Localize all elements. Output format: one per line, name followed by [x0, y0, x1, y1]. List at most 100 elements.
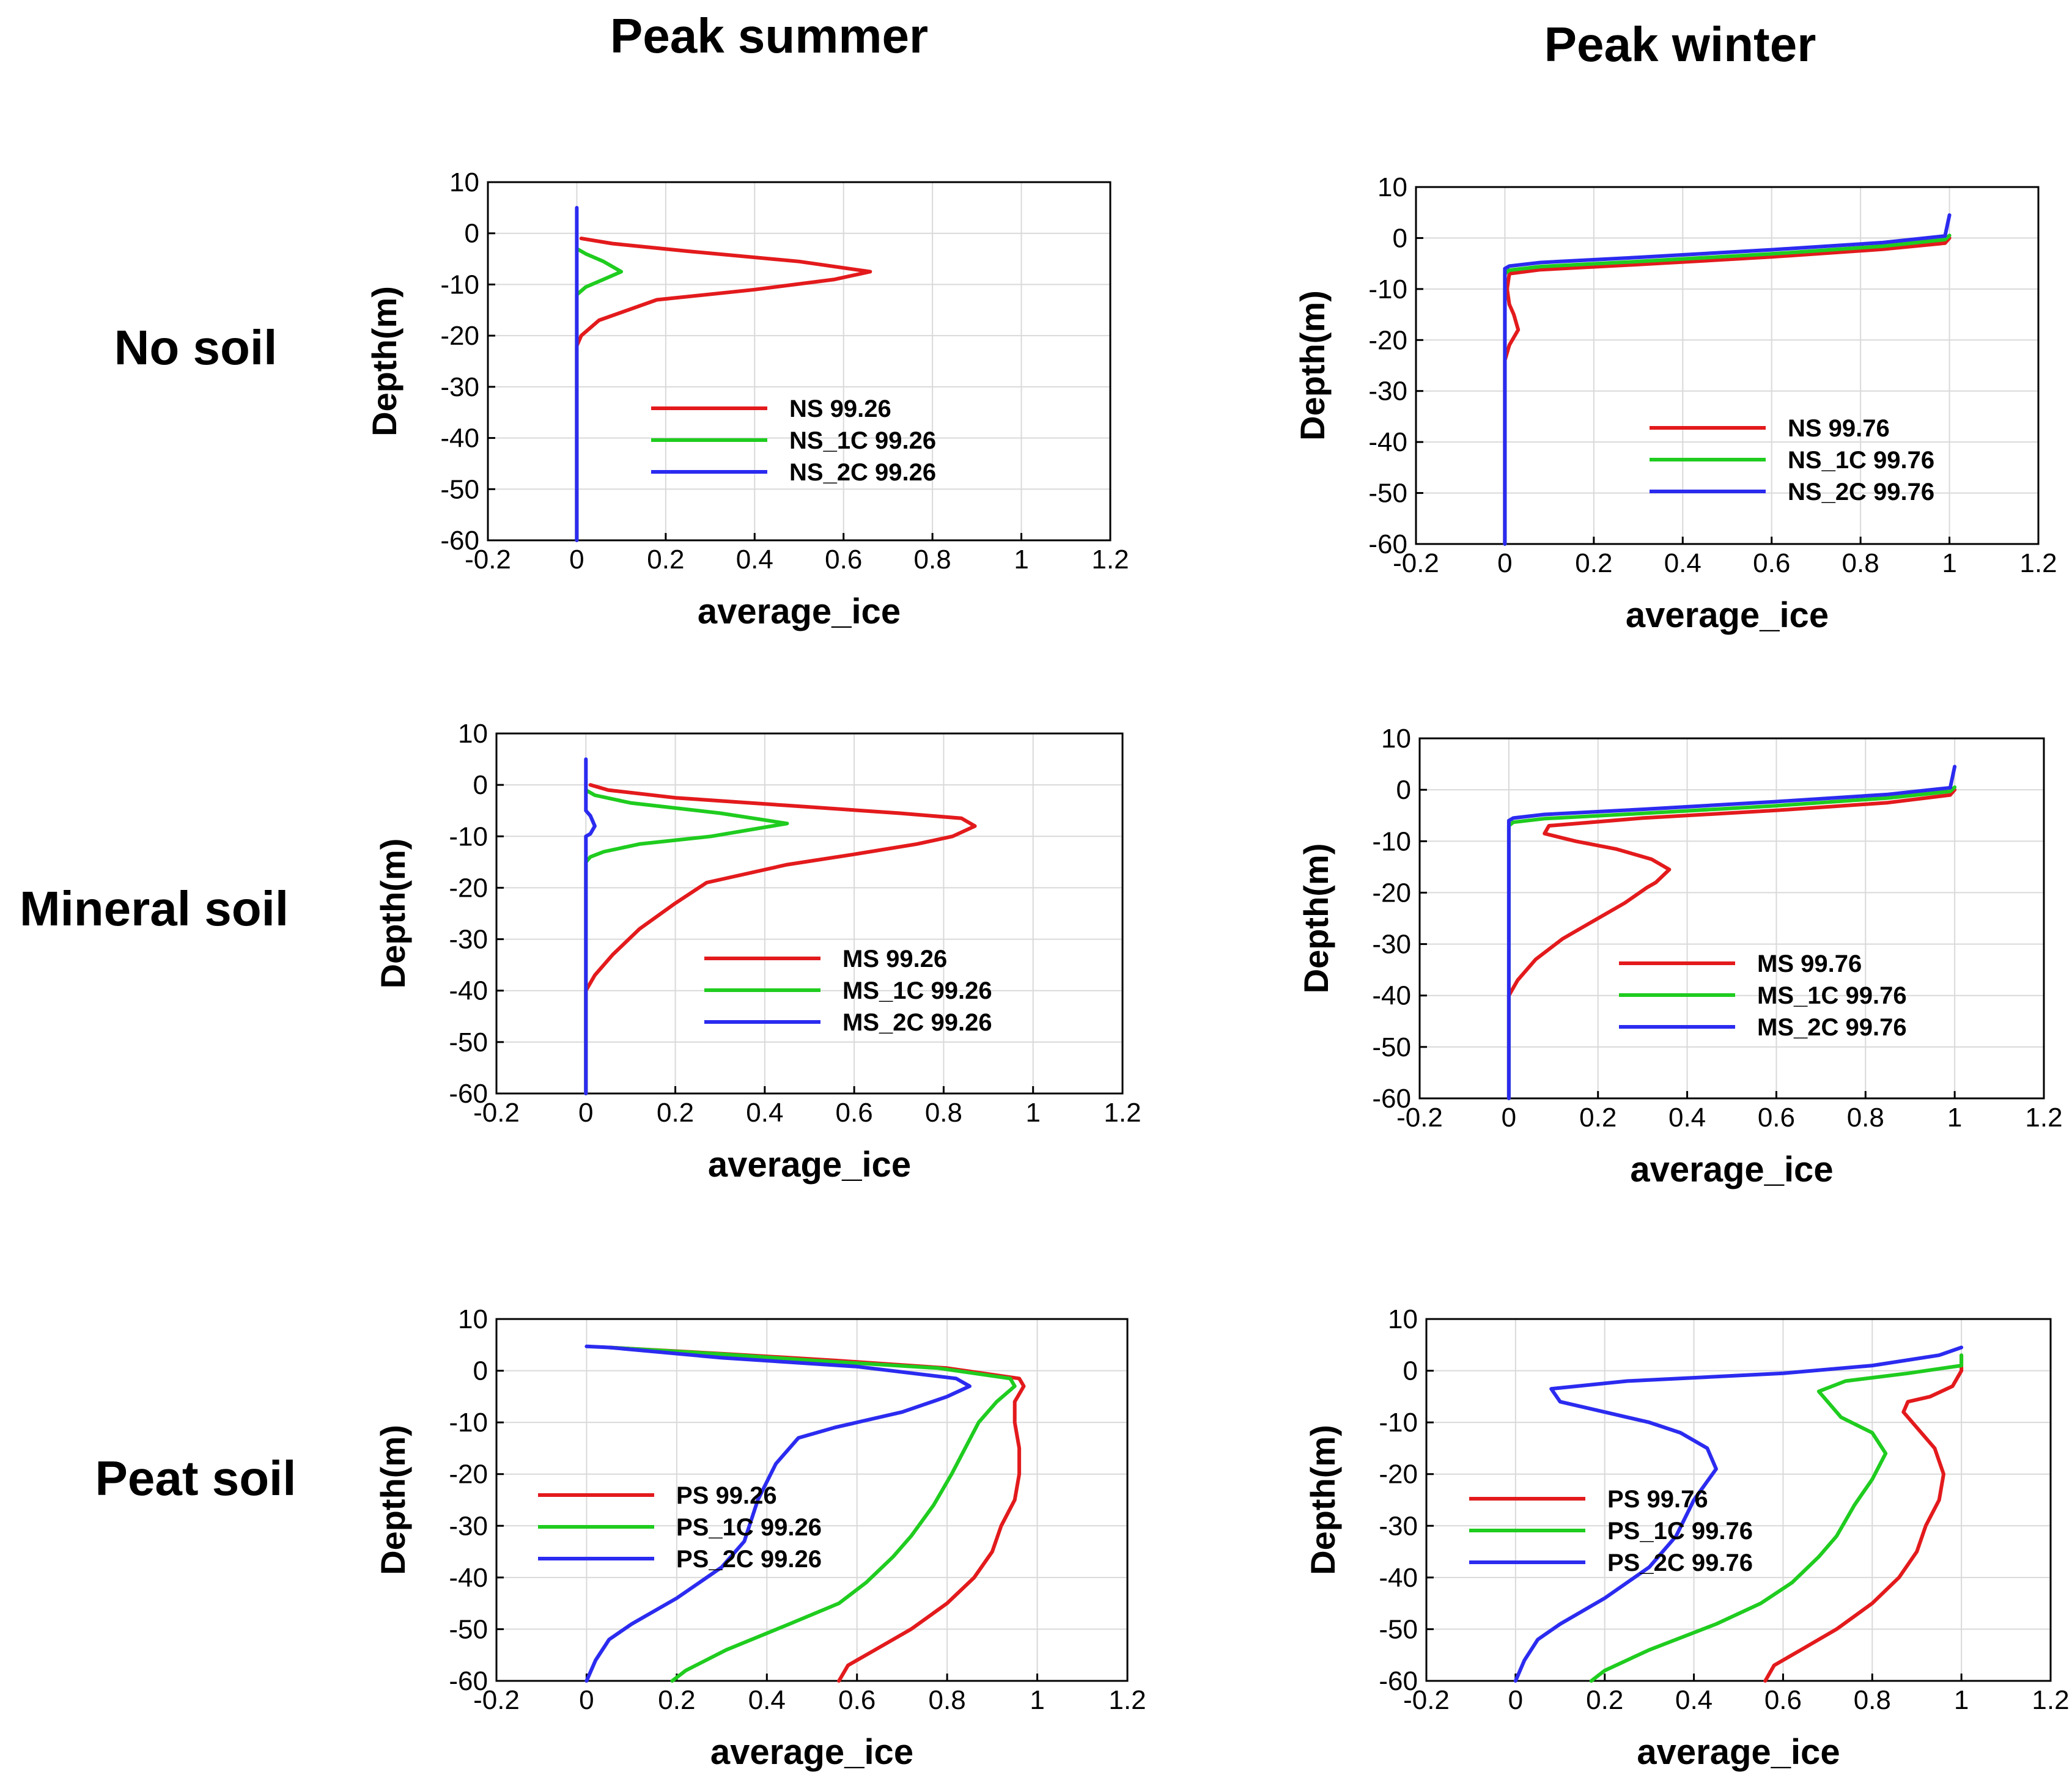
y-tick-label: -10: [1379, 1408, 1418, 1438]
x-tick-label: 0: [569, 545, 584, 575]
x-tick-label: 1.2: [1091, 545, 1129, 575]
series-line-blue: [584, 1344, 971, 1683]
column-title-winter: Peak winter: [1544, 17, 1816, 72]
y-axis-label: Depth(m): [374, 1425, 412, 1575]
x-axis-label: average_ice: [708, 1145, 911, 1185]
y-tick-label: -50: [1379, 1614, 1418, 1644]
column-title-summer: Peak summer: [610, 9, 928, 63]
y-tick-label: -10: [1368, 274, 1407, 304]
y-tick-label: -30: [449, 925, 488, 955]
x-axis-label: average_ice: [1637, 1732, 1840, 1772]
row-label-no-soil: No soil: [114, 320, 278, 375]
y-tick-label: -40: [440, 424, 479, 454]
plot-frame: [487, 181, 1112, 542]
legend-label: PS_1C 99.26: [676, 1514, 822, 1541]
y-tick-label: -10: [440, 270, 479, 300]
y-tick-label: -40: [1368, 427, 1407, 457]
series-line-red: [575, 237, 872, 542]
legend-label: NS 99.76: [1788, 415, 1890, 442]
series-line-blue: [584, 757, 597, 1095]
x-tick-label: 0.8: [914, 545, 951, 575]
y-tick-label: 10: [1381, 724, 1411, 754]
legend-label: MS_1C 99.76: [1757, 982, 1907, 1009]
y-tick-label: -20: [1368, 325, 1407, 355]
series-line-green: [584, 788, 789, 1095]
series-line-blue: [1506, 765, 1957, 1100]
y-tick-label: -30: [1379, 1511, 1418, 1541]
x-tick-label: -0.2: [1393, 548, 1439, 578]
y-tick-label: -10: [449, 821, 488, 851]
y-axis-label: Depth(m): [1297, 843, 1335, 994]
y-tick-label: -30: [1368, 377, 1407, 406]
x-tick-label: 1: [1025, 1098, 1040, 1128]
x-tick-label: 0: [1497, 548, 1512, 578]
y-tick-label: -50: [449, 1614, 488, 1644]
y-tick-label: -60: [1379, 1666, 1418, 1696]
y-tick-label: -20: [449, 1460, 488, 1490]
y-tick-label: -20: [440, 321, 479, 351]
x-tick-label: -0.2: [473, 1098, 520, 1128]
series-line-blue: [1513, 1345, 1964, 1683]
y-tick-label: -20: [1379, 1460, 1418, 1490]
y-axis-label: Depth(m): [1303, 1425, 1342, 1575]
x-tick-label: 0.6: [838, 1685, 876, 1715]
y-axis-label: Depth(m): [374, 839, 412, 989]
x-tick-label: -0.2: [473, 1685, 520, 1715]
x-tick-label: 0: [579, 1685, 594, 1715]
legend-label: PS_2C 99.26: [676, 1546, 822, 1573]
plot-frame: [1418, 737, 2045, 1100]
chart-panel-ps_summer: -0.2 0 0.2 0.4 0.6 0.8 1 1.2 10 0 -10 -20 -30 -40 -50 -…: [374, 1304, 1146, 1772]
legend-label: NS_2C 99.26: [789, 459, 936, 486]
y-tick-label: -20: [449, 873, 488, 903]
x-tick-label: 1: [1030, 1685, 1044, 1715]
y-tick-label: -30: [1372, 930, 1411, 960]
y-tick-label: -50: [440, 474, 479, 504]
y-tick-label: 0: [1396, 775, 1411, 805]
y-tick-label: 10: [1377, 172, 1407, 202]
y-tick-label: 10: [458, 719, 488, 749]
y-tick-label: 0: [1393, 223, 1407, 253]
y-tick-label: 0: [473, 1356, 488, 1386]
legend-label: MS_2C 99.26: [842, 1009, 992, 1036]
x-tick-label: 0: [1502, 1103, 1516, 1133]
x-tick-label: 0: [1508, 1685, 1523, 1715]
x-tick-label: 1: [1954, 1685, 1969, 1715]
series-line-green: [575, 246, 624, 542]
series-line-red: [1503, 236, 1952, 546]
series-line-green: [1589, 1353, 1964, 1683]
y-tick-label: 0: [465, 219, 479, 249]
row-label-mineral-soil: Mineral soil: [20, 881, 289, 936]
legend-label: MS_2C 99.76: [1757, 1014, 1907, 1041]
x-tick-label: 0.6: [1758, 1103, 1795, 1133]
legend-label: PS_2C 99.76: [1607, 1549, 1753, 1576]
y-tick-label: 0: [473, 770, 488, 800]
x-tick-label: -0.2: [465, 545, 511, 575]
x-tick-label: 0.4: [736, 545, 773, 575]
x-tick-label: 0.8: [1854, 1685, 1891, 1715]
x-tick-label: 0.4: [1675, 1685, 1713, 1715]
series-line-red: [1763, 1353, 1964, 1683]
chart-panel-ms_winter: -0.2 0 0.2 0.4 0.6 0.8 1 1.2 10 0 -10 -20 -30 -40 -50 -…: [1297, 724, 2063, 1189]
y-axis-label: Depth(m): [1293, 290, 1332, 441]
x-tick-label: 1.2: [1108, 1685, 1146, 1715]
series-line-red: [584, 783, 977, 1095]
y-tick-label: -30: [440, 372, 479, 402]
x-axis-label: average_ice: [710, 1732, 913, 1772]
y-tick-label: -50: [1372, 1032, 1411, 1062]
x-axis-label: average_ice: [1626, 595, 1829, 635]
y-tick-label: 0: [1403, 1356, 1418, 1386]
legend-label: NS_1C 99.76: [1788, 447, 1934, 474]
x-tick-label: 1.2: [2025, 1103, 2062, 1133]
plot-frame: [495, 732, 1124, 1095]
row-label-peat-soil: Peat soil: [95, 1451, 296, 1505]
legend-label: NS_1C 99.26: [789, 427, 936, 454]
y-tick-label: -10: [1372, 826, 1411, 856]
x-tick-label: 0: [578, 1098, 593, 1128]
x-tick-label: 0.8: [929, 1685, 966, 1715]
chart-panel-ms_summer: -0.2 0 0.2 0.4 0.6 0.8 1 1.2 10 0 -10 -20 -30 -40 -50 -…: [374, 719, 1141, 1185]
y-tick-label: 10: [458, 1304, 488, 1334]
legend-label: MS 99.76: [1757, 950, 1862, 977]
x-tick-label: 0.6: [825, 545, 862, 575]
legend-label: NS 99.26: [789, 395, 891, 422]
